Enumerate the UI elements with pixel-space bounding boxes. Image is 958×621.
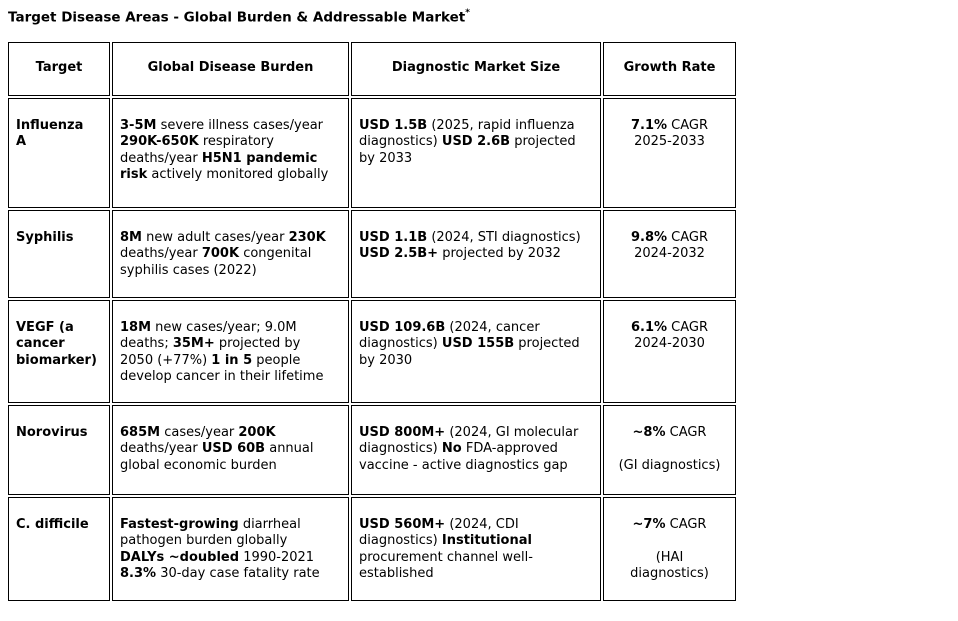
cell-market: USD 560M+ (2024, CDI diagnostics) Institu… [351, 496, 601, 601]
text-line: 2050 (+77%) 1 in 5 people [120, 352, 301, 368]
cell-growth: 7.1% CAGR 2025-2033 [603, 97, 736, 208]
text-line: 2024-2030 [634, 336, 705, 351]
cell-target: VEGF (a cancer biomarker) [8, 299, 110, 403]
cell-burden: 8M new adult cases/year 230K deaths/year … [112, 209, 349, 298]
text-line: 8.3% 30-day case fatality rate [120, 566, 320, 581]
title-asterisk-note: * [465, 8, 470, 18]
text-line [609, 441, 730, 458]
text-line: deaths; 35M+ projected by [120, 336, 301, 351]
text-line: deaths/year 700K congenital [120, 246, 312, 261]
cell-growth: ~8% CAGR (GI diagnostics) [603, 404, 736, 495]
text-line: USD 109.6B (2024, cancer [359, 319, 540, 335]
table-row: Influenza A 3-5M severe illness cases/yea… [8, 97, 736, 208]
text-line: 6.1% CAGR [630, 319, 709, 335]
text-line: deaths/year H5N1 pandemic [120, 150, 318, 166]
cell-burden: 3-5M severe illness cases/year 290K-650K … [112, 97, 349, 208]
text-line: USD 1.5B (2025, rapid influenza [359, 117, 575, 133]
text-line: C. difficile [16, 516, 89, 532]
text-line: procurement channel well- [359, 549, 533, 565]
cell-burden: Fastest-growing diarrheal pathogen burden… [112, 496, 349, 601]
text-line: vaccine - active diagnostics gap [359, 457, 568, 473]
table-row: C. difficile Fastest-growing diarrheal pa… [8, 496, 736, 601]
text-line: ~8% CAGR [632, 424, 707, 440]
column-header-global-disease-burden: Global Disease Burden [112, 41, 349, 96]
table-row: VEGF (a cancer biomarker) 18M new cases/ye… [8, 299, 736, 403]
text-line: deaths/year USD 60B annual [120, 441, 314, 456]
text-line: DALYs ~doubled 1990-2021 [120, 549, 315, 565]
cell-target: Influenza A [8, 97, 110, 208]
column-header-target: Target [8, 41, 110, 96]
cell-burden: 18M new cases/year; 9.0M deaths; 35M+ pro… [112, 299, 349, 403]
text-line: 8M new adult cases/year 230K [120, 229, 326, 245]
text-line: Syphilis [16, 229, 74, 245]
text-line: global economic burden [120, 457, 277, 473]
text-line: pathogen burden globally [120, 533, 288, 548]
column-header-diagnostic-market-size: Diagnostic Market Size [351, 41, 601, 96]
text-line [609, 533, 730, 550]
cell-target: C. difficile [8, 496, 110, 601]
cell-target: Syphilis [8, 209, 110, 298]
cell-growth: 9.8% CAGR 2024-2032 [603, 209, 736, 298]
text-line: 290K-650K respiratory [120, 134, 274, 149]
table-body: Influenza A 3-5M severe illness cases/yea… [8, 97, 736, 601]
text-line: USD 560M+ (2024, CDI [359, 516, 519, 532]
text-line: (HAI [655, 549, 684, 565]
cell-growth: ~7% CAGR (HAI diagnostics) [603, 496, 736, 601]
text-line: cancer [16, 336, 65, 351]
cell-target: Norovirus [8, 404, 110, 495]
text-line: 685M cases/year 200K [120, 424, 276, 440]
text-line: Norovirus [16, 424, 88, 440]
text-line: Fastest-growing diarrheal [120, 516, 301, 532]
column-header-growth-rate: Growth Rate [603, 41, 736, 96]
text-line: 9.8% CAGR [630, 229, 709, 245]
text-line: 2025-2033 [634, 134, 705, 149]
text-line: develop cancer in their lifetime [120, 369, 324, 384]
cell-market: USD 1.1B (2024, STI diagnostics) USD 2.5B… [351, 209, 601, 298]
text-line: 2024-2032 [634, 246, 705, 261]
text-line: 3-5M severe illness cases/year [120, 117, 324, 133]
disease-areas-table: Target Global Disease Burden Diagnostic … [6, 40, 738, 603]
text-line: by 2033 [359, 150, 413, 166]
text-line: Influenza [16, 117, 84, 133]
text-line: risk actively monitored globally [120, 167, 329, 182]
page-title: Target Disease Areas - Global Burden & A… [8, 6, 958, 27]
table-row: Norovirus 685M cases/year 200K deaths/yea… [8, 404, 736, 495]
text-line: A [16, 134, 27, 149]
cell-burden: 685M cases/year 200K deaths/year USD 60B … [112, 404, 349, 495]
text-line: diagnostics) USD 2.6B projected [359, 134, 576, 149]
text-line: 7.1% CAGR [630, 117, 709, 133]
text-line: (GI diagnostics) [618, 457, 721, 473]
text-line: biomarker) [16, 352, 97, 368]
text-line: diagnostics) No FDA-approved [359, 441, 558, 456]
page-title-text: Target Disease Areas - Global Burden & A… [8, 9, 466, 26]
table-header-row: Target Global Disease Burden Diagnostic … [8, 41, 736, 96]
text-line: diagnostics) Institutional [359, 533, 532, 548]
cell-growth: 6.1% CAGR 2024-2030 [603, 299, 736, 403]
text-line: VEGF (a [16, 319, 74, 335]
cell-market: USD 109.6B (2024, cancer diagnostics) USD… [351, 299, 601, 403]
text-line: established [359, 566, 434, 581]
text-line: 18M new cases/year; 9.0M [120, 319, 297, 335]
cell-market: USD 1.5B (2025, rapid influenza diagnosti… [351, 97, 601, 208]
text-line: USD 2.5B+ projected by 2032 [359, 246, 561, 261]
text-line: diagnostics) [630, 566, 709, 581]
text-line: USD 800M+ (2024, GI molecular [359, 424, 579, 440]
text-line: syphilis cases (2022) [120, 262, 257, 278]
cell-market: USD 800M+ (2024, GI molecular diagnostics… [351, 404, 601, 495]
text-line: USD 1.1B (2024, STI diagnostics) [359, 229, 581, 245]
text-line: ~7% CAGR [632, 516, 707, 532]
text-line: by 2030 [359, 352, 413, 368]
text-line: diagnostics) USD 155B projected [359, 336, 580, 351]
table-row: Syphilis 8M new adult cases/year 230K dea… [8, 209, 736, 298]
